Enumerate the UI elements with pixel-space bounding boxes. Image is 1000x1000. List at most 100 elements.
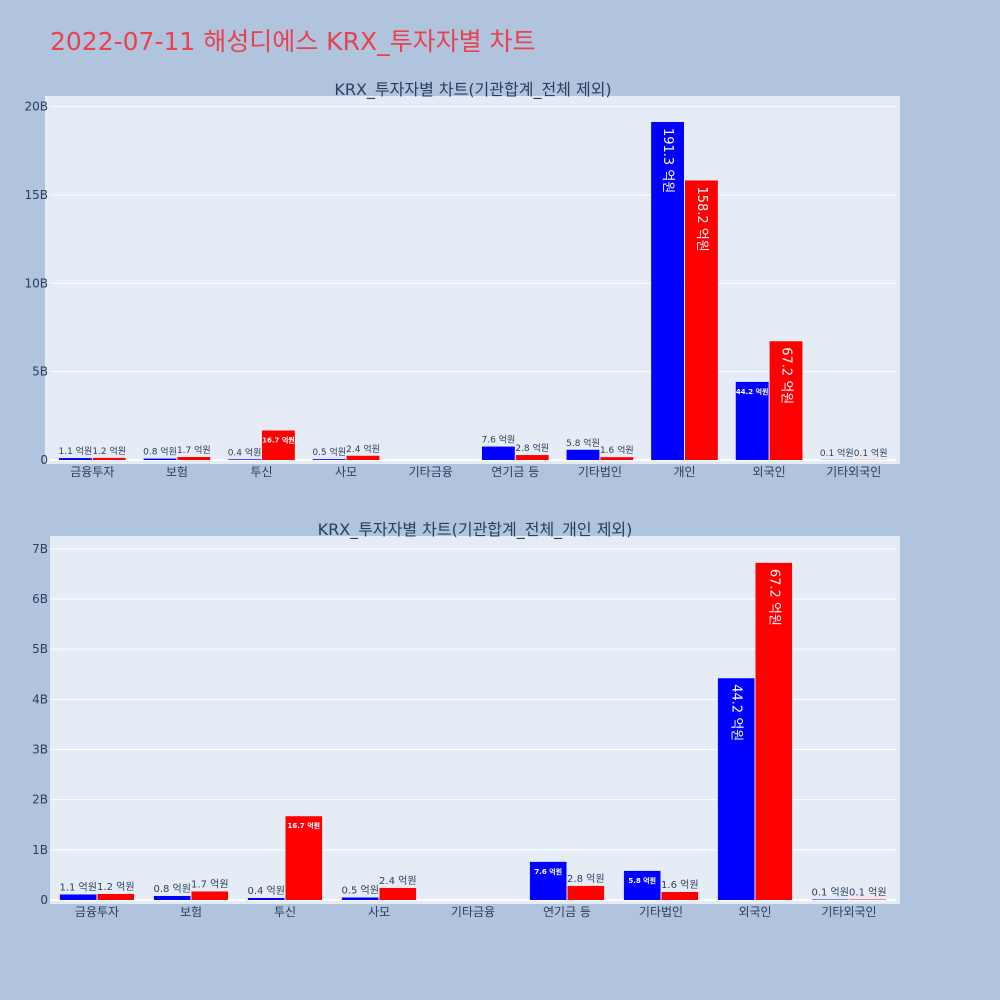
bar-label: 0.1 억원 [854, 447, 888, 459]
bar-label: 16.7 억원 [262, 435, 295, 444]
x-tick-label: 기타금융 [451, 905, 495, 919]
bar-blue [529, 861, 567, 900]
bar-red [600, 457, 634, 460]
y-tick-labels: 0 5B 10B 15B 20B [24, 100, 48, 467]
bar-red [769, 341, 803, 460]
x-tick-label: 금융투자 [70, 465, 114, 479]
x-tick-labels: 금융투자 보험 투신 사모 기타금융 연기금 등 기타법인 외국인 기타외국인 [75, 905, 877, 919]
x-tick-label: 기타외국인 [826, 465, 881, 479]
x-tick-label: 기타법인 [578, 465, 622, 479]
page-title: 2022-07-11 해성디에스 KRX_투자자별 차트 [50, 27, 536, 56]
y-tick-label: 5B [32, 642, 48, 656]
bars [59, 562, 887, 900]
x-tick-label: 외국인 [738, 905, 771, 919]
x-tick-label: 개인 [673, 465, 695, 479]
bar-label: 67.2 억원 [779, 347, 794, 404]
chart-title: KRX_투자자별 차트(기관합계_전체 제외) [334, 80, 611, 100]
y-tick-labels: 0 1B 2B 3B 4B 5B 6B 7B [32, 542, 48, 907]
bar-label: 44.2 억원 [736, 387, 769, 396]
bar-label: 1.2 억원 [97, 881, 134, 893]
bar-label: 16.7 억원 [288, 821, 321, 830]
bar-label: 1.1 억원 [59, 445, 93, 457]
bar-label: 0.1 억원 [820, 447, 854, 459]
bar-red [92, 457, 126, 460]
bar-blue [481, 446, 515, 460]
x-tick-label: 기타금융 [409, 465, 453, 479]
y-tick-label: 1B [32, 843, 48, 857]
bar-label: 5.8 억원 [628, 876, 656, 885]
x-tick-label: 보험 [180, 905, 202, 919]
bar-red [685, 180, 718, 461]
x-tick-label: 기타법인 [639, 905, 683, 919]
x-tick-label: 외국인 [753, 465, 786, 479]
bar-label: 0.8 억원 [143, 446, 177, 458]
x-tick-label: 연기금 등 [543, 905, 591, 919]
bar-blue [566, 449, 600, 460]
bar-label: 158.2 억원 [694, 186, 709, 251]
bar-label: 2.8 억원 [567, 873, 604, 885]
bar-label: 2.4 억원 [346, 443, 380, 455]
x-tick-label: 연기금 등 [491, 465, 539, 479]
bar-label: 1.2 억원 [92, 445, 126, 457]
bar-label: 7.6 억원 [534, 867, 562, 876]
bar-label: 2.8 억원 [515, 442, 549, 454]
x-tick-label: 사모 [335, 465, 357, 479]
y-tick-label: 3B [32, 742, 48, 756]
bar-label: 1.6 억원 [600, 444, 634, 456]
y-tick-label: 0 [40, 893, 48, 907]
gridlines [50, 548, 896, 901]
bar-label: 1.6 억원 [661, 879, 698, 891]
bar-label: 7.6 억원 [482, 434, 516, 446]
y-tick-label: 10B [24, 276, 48, 290]
bar-label: 191.3 억원 [660, 128, 675, 193]
x-tick-label: 투신 [250, 465, 272, 479]
bar-label: 1.1 억원 [59, 881, 96, 893]
y-tick-label: 4B [32, 692, 48, 706]
bar-blue [247, 897, 285, 900]
bar-blue [341, 897, 379, 900]
bar-blue [623, 870, 661, 900]
bar-label: 2.4 억원 [379, 875, 416, 887]
bar-blue [717, 678, 755, 900]
x-tick-label: 사모 [368, 905, 390, 919]
bar-red [285, 816, 323, 900]
bar-label: 0.1 억원 [811, 886, 848, 898]
bar-blue [651, 121, 684, 460]
bar-red [515, 455, 549, 460]
bar-label: 0.4 억원 [247, 885, 284, 897]
bar-blue [228, 459, 261, 460]
bar-blue [59, 894, 97, 900]
y-tick-label: 2B [32, 793, 48, 807]
x-tick-label: 투신 [274, 905, 296, 919]
bar-red [346, 455, 380, 460]
bar-blue [58, 458, 92, 460]
y-tick-label: 5B [32, 365, 48, 379]
y-tick-label: 20B [24, 100, 48, 114]
y-tick-label: 0 [40, 453, 48, 467]
bar-red [262, 430, 295, 460]
x-tick-label: 보험 [166, 465, 188, 479]
bar-red [755, 562, 793, 900]
bar-red [97, 893, 135, 900]
y-tick-label: 6B [32, 592, 48, 606]
bar-blue [811, 899, 849, 900]
bar-label: 67.2 억원 [766, 569, 781, 626]
bar-label: 0.5 억원 [341, 884, 378, 896]
chart-title: KRX_투자자별 차트(기관합계_전체_개인 제외) [318, 520, 633, 540]
bars [58, 121, 888, 461]
bar-label: 1.7 억원 [191, 878, 228, 890]
bar-red [849, 899, 887, 900]
bar-label: 0.1 억원 [849, 886, 886, 898]
y-tick-label: 7B [32, 542, 48, 556]
bar-red [661, 891, 699, 900]
bar-label: 44.2 억원 [729, 684, 744, 741]
bar-blue [312, 459, 346, 460]
bar-red [177, 456, 211, 460]
x-tick-label: 금융투자 [75, 905, 119, 919]
x-tick-labels: 금융투자 보험 투신 사모 기타금융 연기금 등 기타법인 개인 외국인 기타외국인 [70, 465, 881, 479]
chart-bottom: 1.1 억원 1.2 억원 0.8 억원 1.7 억원 0.4 억원 16.7 억원 0.5… [32, 520, 900, 919]
bar-blue [735, 381, 769, 460]
